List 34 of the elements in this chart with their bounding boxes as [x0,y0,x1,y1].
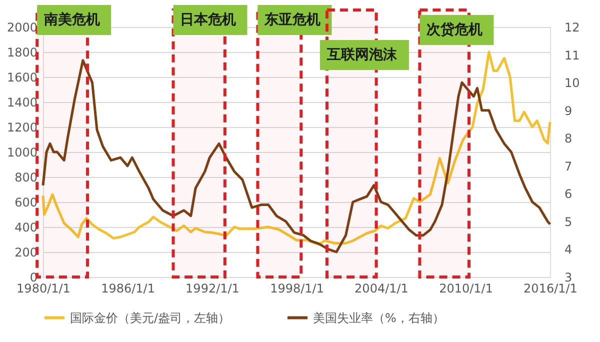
band-label: 次贷危机 [426,21,483,38]
y2-tick-label: 5 [564,214,572,229]
y-tick-label: 600 [14,196,38,210]
y2-tick-label: 11 [564,48,580,62]
x-tick-label: 1980/1/1 [16,282,70,296]
x-tick-label: 2010/1/1 [439,282,493,296]
y-tick-label: 800 [14,170,38,184]
y-tick-label: 400 [14,220,38,234]
y2-tick-label: 8 [564,132,572,146]
y2-tick-label: 10 [564,76,580,90]
band-label: 日本危机 [180,12,236,28]
x-tick-label: 1986/1/1 [101,282,155,296]
y2-tick-label: 12 [564,20,580,34]
y2-tick-label: 7 [564,159,572,174]
x-tick-label: 1992/1/1 [186,282,240,296]
y-tick-label: 1800 [6,46,38,60]
y-tick-label: 2000 [6,20,38,34]
band-label: 南美危机 [43,11,100,28]
y-tick-label: 200 [14,246,38,260]
y2-tick-label: 3 [564,270,572,284]
y-tick-label: 1400 [6,96,38,110]
legend-label: 美国失业率（%，右轴） [313,310,444,325]
x-tick-label: 2004/1/1 [354,282,408,296]
y2-tick-label: 9 [564,104,572,118]
y2-tick-label: 6 [564,187,572,202]
legend-label: 国际金价（美元/盎司，左轴） [70,310,230,325]
x-tick-label: 1998/1/1 [270,282,324,296]
y-tick-label: 1200 [6,120,38,134]
y-tick-label: 1000 [6,146,38,160]
y-tick-label: 1600 [6,70,38,84]
y2-tick-label: 4 [564,242,572,257]
x-tick-label: 2016/1/1 [524,282,578,296]
band-label: 互联网泡沫 [326,47,398,63]
band-label: 东亚危机 [264,11,321,28]
